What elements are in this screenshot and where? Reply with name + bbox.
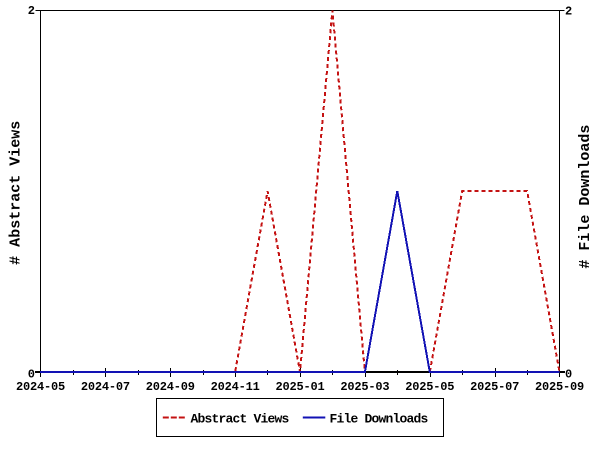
svg-text:Abstract Views: Abstract Views [191,412,290,427]
svg-text:# File Downloads: # File Downloads [577,125,594,269]
svg-text:2024-11: 2024-11 [211,380,260,394]
svg-text:2025-09: 2025-09 [535,380,584,394]
svg-text:2024-07: 2024-07 [81,380,130,394]
svg-text:# Abstract Views: # Abstract Views [8,121,25,265]
svg-text:2024-09: 2024-09 [146,380,195,394]
svg-text:2025-07: 2025-07 [470,380,519,394]
svg-text:0: 0 [565,367,572,381]
svg-text:0: 0 [28,367,35,381]
svg-text:File Downloads: File Downloads [330,412,429,427]
svg-text:2: 2 [28,4,35,18]
svg-text:2: 2 [565,5,572,19]
svg-text:2024-05: 2024-05 [16,380,65,394]
svg-text:2025-03: 2025-03 [340,380,389,394]
svg-text:2025-01: 2025-01 [275,380,324,394]
svg-text:2025-05: 2025-05 [405,380,454,394]
